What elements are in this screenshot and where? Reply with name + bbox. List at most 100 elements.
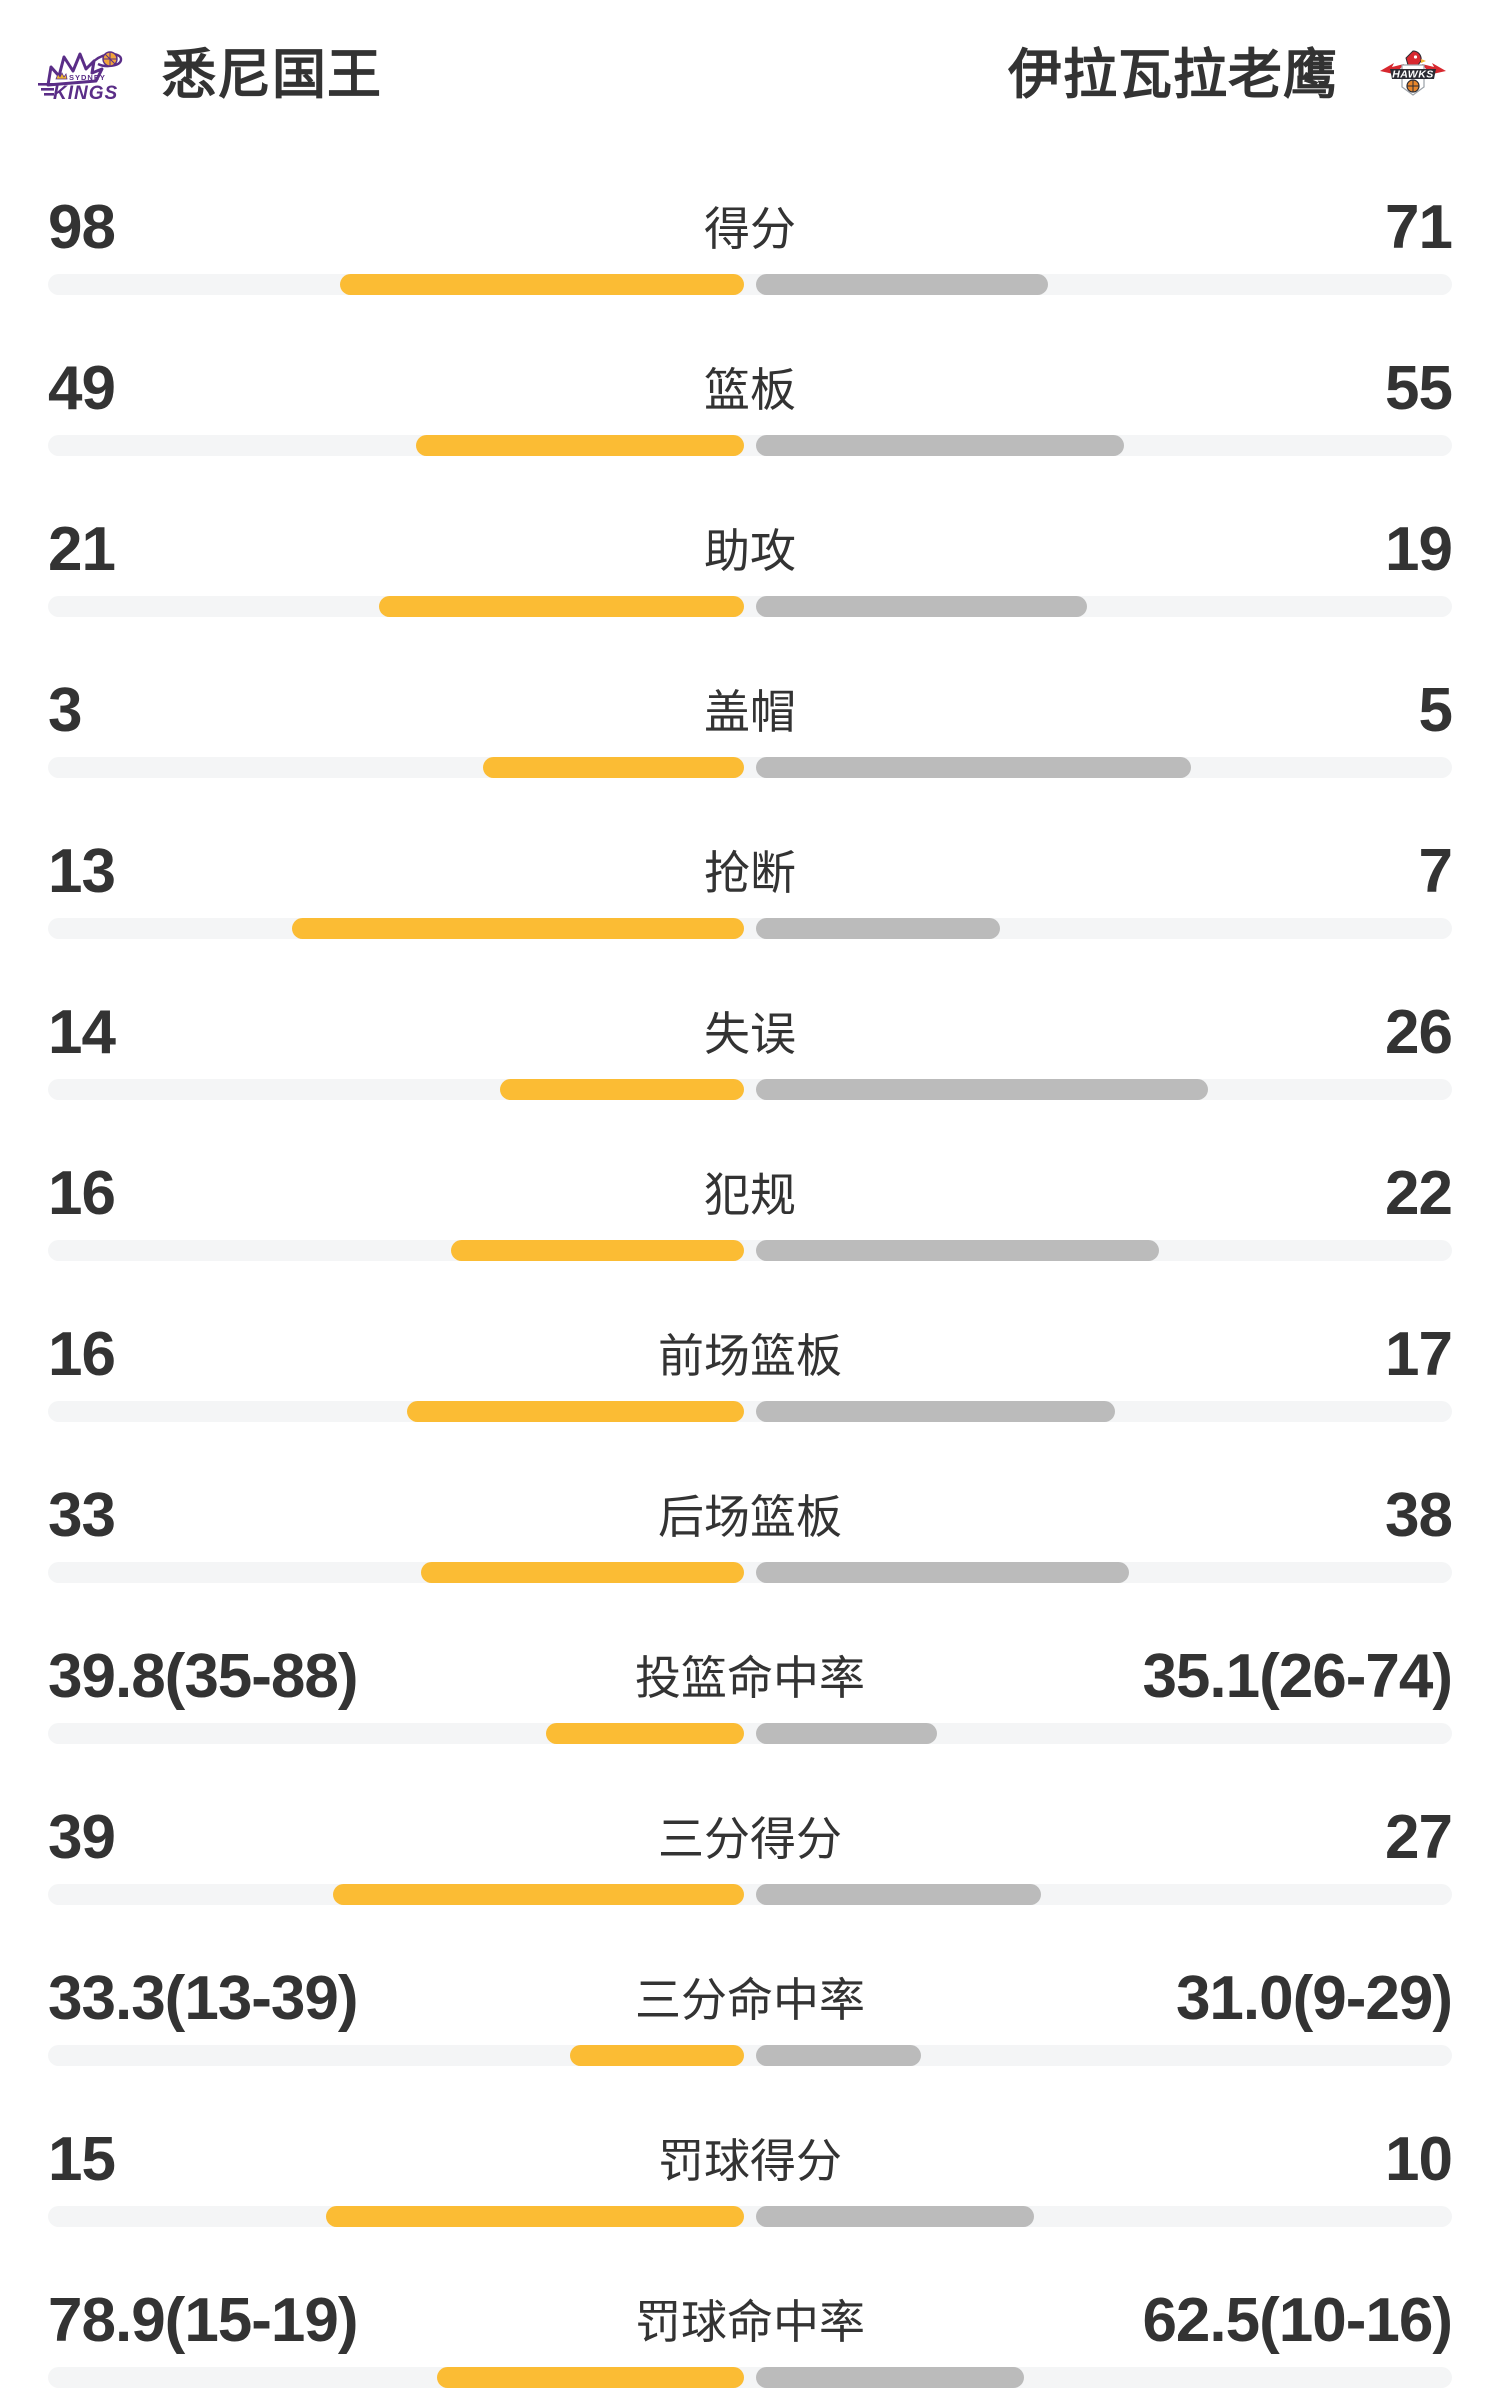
stat-label: 抢断: [704, 847, 796, 899]
svg-text:SYDNEY: SYDNEY: [69, 73, 106, 82]
away-stat-bar: [756, 435, 1125, 456]
away-stat-bar: [756, 596, 1087, 617]
stat-bar-track: [48, 2045, 1452, 2066]
illawarra-hawks-logo-icon: HAWKS: [1378, 49, 1448, 101]
home-stat-bar: [450, 1240, 744, 1261]
stat-label: 三分命中率: [635, 1974, 865, 2026]
away-stat-value: 22: [1385, 1159, 1453, 1228]
stat-label: 罚球命中率: [635, 2296, 865, 2348]
home-stat-bar: [406, 1401, 744, 1422]
away-stat-value: 10: [1385, 2125, 1453, 2194]
home-stat-bar: [326, 2206, 744, 2227]
home-stat-bar: [416, 435, 744, 456]
away-stat-bar: [756, 1079, 1209, 1100]
stat-bar-track: [48, 1562, 1452, 1583]
stat-bar-track: [48, 274, 1452, 295]
sydney-kings-logo-icon: SYDNEY KINGS: [36, 49, 126, 101]
away-stat-bar: [756, 1884, 1041, 1905]
home-stat-bar: [570, 2045, 744, 2066]
stat-row: 39.8(35-88) 投篮命中率 35.1(26-74): [48, 1642, 1453, 1744]
home-stat-bar: [437, 2367, 744, 2388]
stat-row: 39 三分得分 27: [48, 1803, 1453, 1905]
away-stat-value: 5: [1418, 676, 1453, 745]
away-team-name: 伊拉瓦拉老鹰: [1008, 45, 1338, 105]
stat-row: 15 罚球得分 10: [48, 2125, 1453, 2227]
away-stat-value: 17: [1385, 1320, 1453, 1389]
away-stat-bar: [756, 2045, 921, 2066]
stat-row: 13 抢断 7: [48, 837, 1453, 939]
stat-label: 篮板: [704, 364, 796, 416]
stat-row: 14 失误 26: [48, 998, 1453, 1100]
svg-text:HAWKS: HAWKS: [1392, 69, 1434, 81]
stat-label: 后场篮板: [658, 1491, 842, 1543]
home-team: SYDNEY KINGS 悉尼国王: [36, 44, 382, 106]
stat-row: 3 盖帽 5: [48, 676, 1453, 778]
away-stat-value: 19: [1385, 515, 1453, 584]
home-stat-bar: [500, 1079, 744, 1100]
away-stat-value: 71: [1385, 193, 1453, 262]
home-team-name: 悉尼国王: [162, 45, 382, 105]
away-stat-bar: [756, 757, 1191, 778]
away-stat-value: 7: [1418, 837, 1453, 906]
home-stat-value: 21: [48, 515, 116, 584]
away-stat-bar: [756, 2206, 1035, 2227]
home-stat-value: 39: [48, 1803, 116, 1872]
stat-label: 得分: [704, 203, 796, 255]
home-stat-value: 33: [48, 1481, 116, 1550]
home-stat-value: 14: [48, 998, 116, 1067]
home-stat-bar: [291, 918, 744, 939]
stat-bar-track: [48, 596, 1452, 617]
stat-row: 78.9(15-19) 罚球命中率 62.5(10-16): [48, 2286, 1453, 2388]
stat-label: 盖帽: [704, 686, 796, 738]
stat-bar-track: [48, 1401, 1452, 1422]
home-stat-bar: [332, 1884, 744, 1905]
stat-bar-track: [48, 918, 1452, 939]
away-stat-bar: [756, 918, 1000, 939]
stat-bar-track: [48, 1079, 1452, 1100]
stat-row: 49 篮板 55: [48, 354, 1453, 456]
stat-bar-track: [48, 2206, 1452, 2227]
home-stat-value: 98: [48, 193, 116, 262]
home-stat-value: 13: [48, 837, 116, 906]
home-stat-bar: [378, 596, 744, 617]
away-stat-bar: [756, 1723, 937, 1744]
stat-bar-track: [48, 1884, 1452, 1905]
away-stat-bar: [756, 2367, 1024, 2388]
stat-label: 三分得分: [658, 1813, 842, 1865]
stat-row: 98 得分 71: [48, 193, 1453, 295]
stat-label: 前场篮板: [658, 1330, 842, 1382]
away-stat-value: 55: [1385, 354, 1453, 423]
stat-row: 33.3(13-39) 三分命中率 31.0(9-29): [48, 1964, 1453, 2066]
home-stat-value: 16: [48, 1320, 116, 1389]
away-stat-value: 26: [1385, 998, 1453, 1067]
home-stat-bar: [483, 757, 744, 778]
away-stat-value: 35.1(26-74): [1142, 1642, 1453, 1711]
stat-row: 21 助攻 19: [48, 515, 1453, 617]
away-stat-bar: [756, 1401, 1115, 1422]
stat-bar-track: [48, 1240, 1452, 1261]
away-stat-bar: [756, 1562, 1129, 1583]
svg-text:KINGS: KINGS: [53, 83, 118, 101]
stat-row: 16 犯规 22: [48, 1159, 1453, 1261]
stat-bar-track: [48, 1723, 1452, 1744]
stat-label: 助攻: [704, 525, 796, 577]
stats-comparison-list: 98 得分 71 49 篮板 55 21 助攻 19: [48, 193, 1453, 2388]
stat-bar-track: [48, 757, 1452, 778]
away-stat-value: 27: [1385, 1803, 1453, 1872]
home-stat-value: 16: [48, 1159, 116, 1228]
stat-row: 33 后场篮板 38: [48, 1481, 1453, 1583]
stat-bar-track: [48, 2367, 1452, 2388]
stat-label: 投篮命中率: [635, 1652, 865, 1704]
home-stat-value: 15: [48, 2125, 116, 2194]
away-team: 伊拉瓦拉老鹰 HAWKS: [1008, 44, 1448, 106]
home-stat-bar: [545, 1723, 744, 1744]
away-stat-bar: [756, 1240, 1159, 1261]
home-stat-bar: [420, 1562, 744, 1583]
home-stat-value: 49: [48, 354, 116, 423]
home-stat-bar: [340, 274, 744, 295]
away-stat-bar: [756, 274, 1049, 295]
away-stat-value: 31.0(9-29): [1175, 1964, 1453, 2033]
stat-row: 16 前场篮板 17: [48, 1320, 1453, 1422]
home-stat-value: 39.8(35-88): [48, 1642, 359, 1711]
home-stat-value: 78.9(15-19): [48, 2286, 359, 2355]
